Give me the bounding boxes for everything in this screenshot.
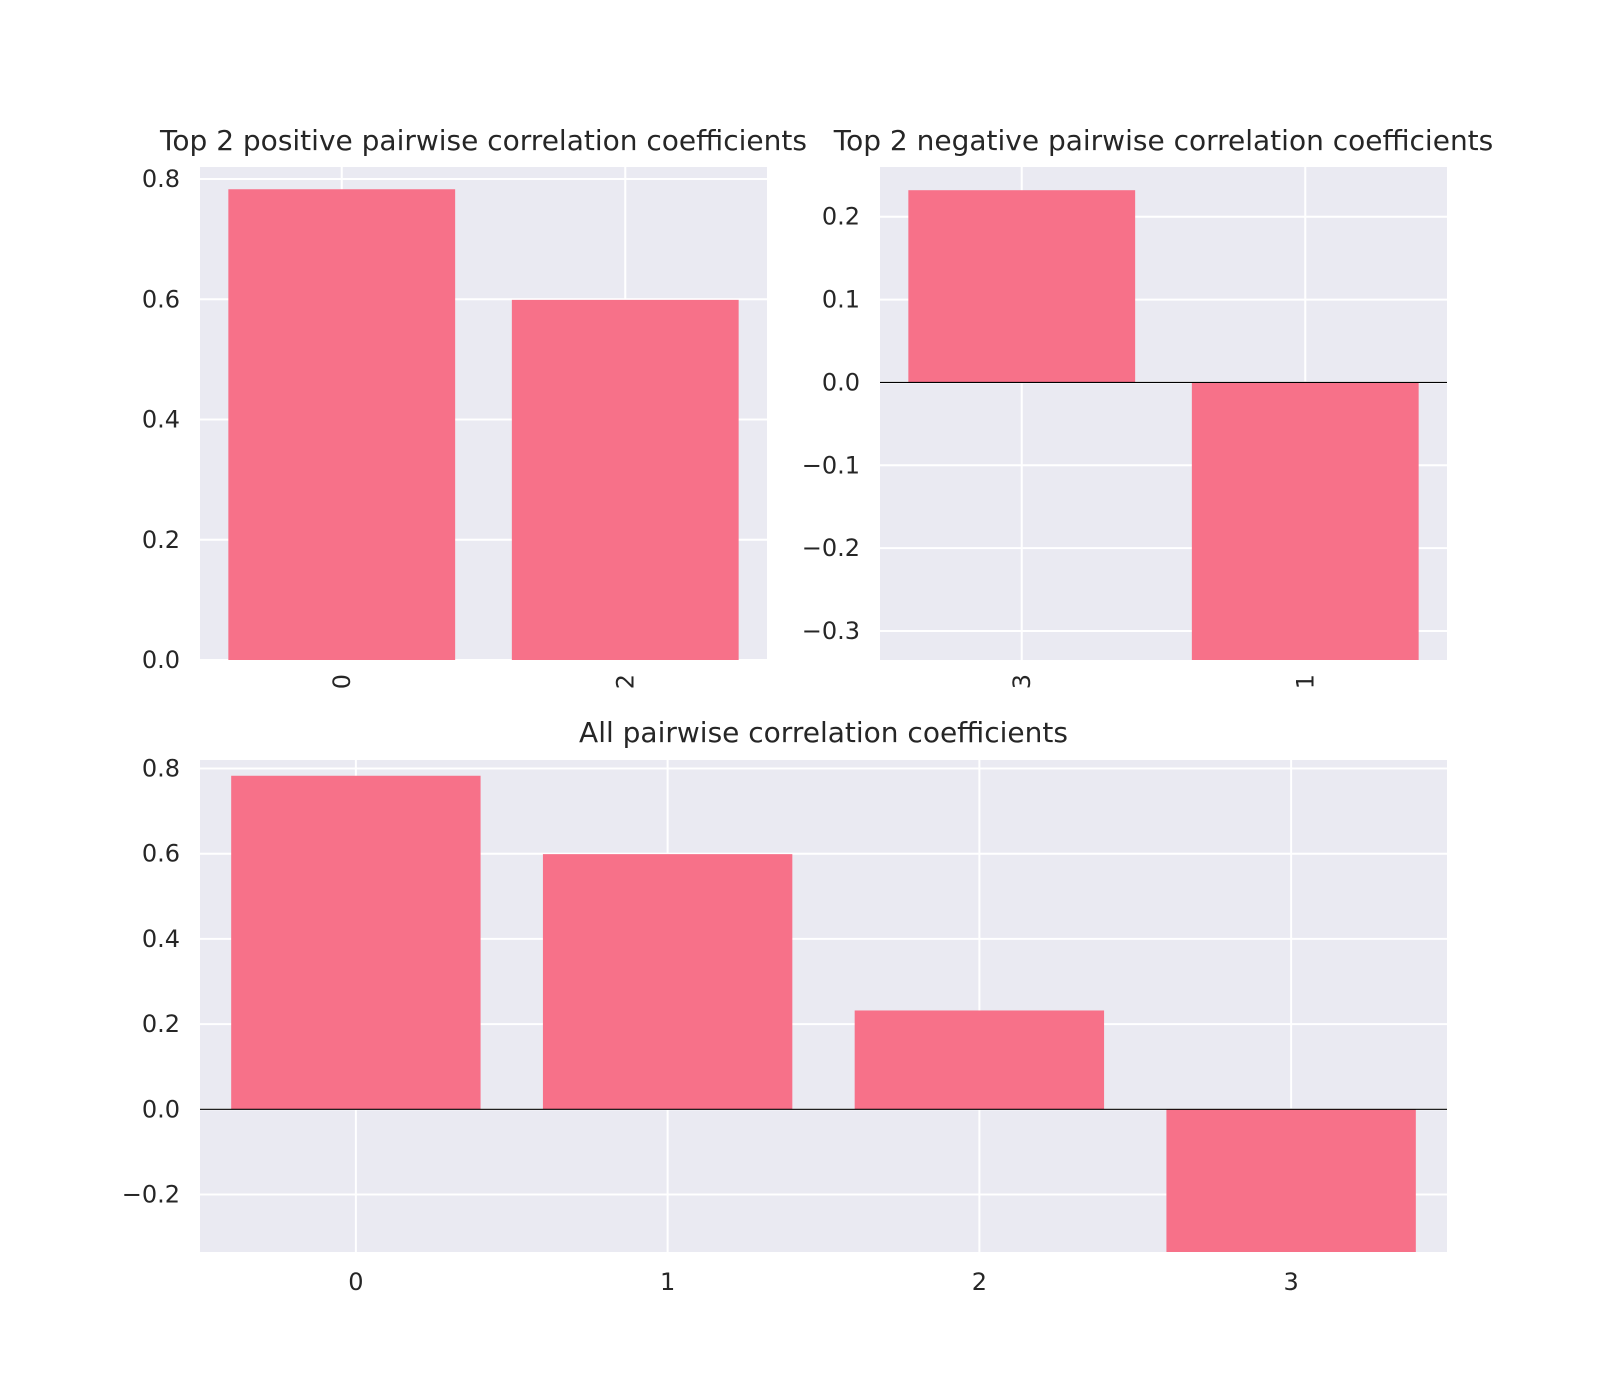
x-tick-label: 2 xyxy=(611,674,639,689)
bar-1 xyxy=(542,854,793,1110)
x-tick-label: 1 xyxy=(660,1268,675,1296)
y-tick-label: −0.2 xyxy=(122,1180,180,1208)
y-tick-label: 0.0 xyxy=(822,368,860,396)
x-tick-label: 3 xyxy=(1283,1268,1298,1296)
y-tick-label: 0.6 xyxy=(142,840,180,868)
bar-3 xyxy=(1166,1109,1416,1252)
x-tick-label: 3 xyxy=(1008,674,1036,689)
y-tick-label: 0.0 xyxy=(142,1095,180,1123)
chart-title: Top 2 positive pairwise correlation coef… xyxy=(159,124,807,157)
x-tick-label: 0 xyxy=(348,1268,363,1296)
x-tick-label: 0 xyxy=(328,674,356,689)
y-tick-label: 0.4 xyxy=(142,925,180,953)
bars xyxy=(908,190,1419,660)
bar-2 xyxy=(854,1010,1105,1110)
y-tick-label: −0.2 xyxy=(802,534,860,562)
y-tick-label: 0.8 xyxy=(142,165,180,193)
chart-all-pairwise: −0.2 0.0 0.2 0.4 0.6 0.8 0 1 2 3 All pairwise corr… xyxy=(122,716,1447,1296)
bars xyxy=(228,189,739,660)
y-tick-label: 0.4 xyxy=(142,406,180,434)
bar-1 xyxy=(1191,382,1419,660)
y-tick-label: 0.6 xyxy=(142,285,180,313)
x-tick-label: 2 xyxy=(972,1268,987,1296)
chart-top-positive: 0.0 0.2 0.4 0.6 0.8 0 2 Top 2 positive pairwise… xyxy=(142,124,807,689)
chart-top-negative: −0.3 −0.2 −0.1 0.0 0.1 0.2 3 1 Top 2 negative pa… xyxy=(802,124,1494,689)
y-tick-label: −0.3 xyxy=(802,617,860,645)
chart-title: All pairwise correlation coefficients xyxy=(579,716,1068,749)
y-tick-label: 0.0 xyxy=(142,646,180,674)
y-tick-label: 0.1 xyxy=(822,286,860,314)
bar-0 xyxy=(228,189,456,660)
x-tick-label: 1 xyxy=(1291,674,1319,689)
y-tick-label: 0.2 xyxy=(142,1010,180,1038)
bar-2 xyxy=(511,299,739,660)
y-tick-label: 0.2 xyxy=(142,526,180,554)
bar-0 xyxy=(231,775,481,1110)
bars xyxy=(231,775,1416,1252)
y-tick-label: −0.1 xyxy=(802,451,860,479)
y-tick-label: 0.8 xyxy=(142,755,180,783)
y-tick-label: 0.2 xyxy=(822,203,860,231)
chart-title: Top 2 negative pairwise correlation coef… xyxy=(833,124,1494,157)
bar-3 xyxy=(908,190,1136,383)
